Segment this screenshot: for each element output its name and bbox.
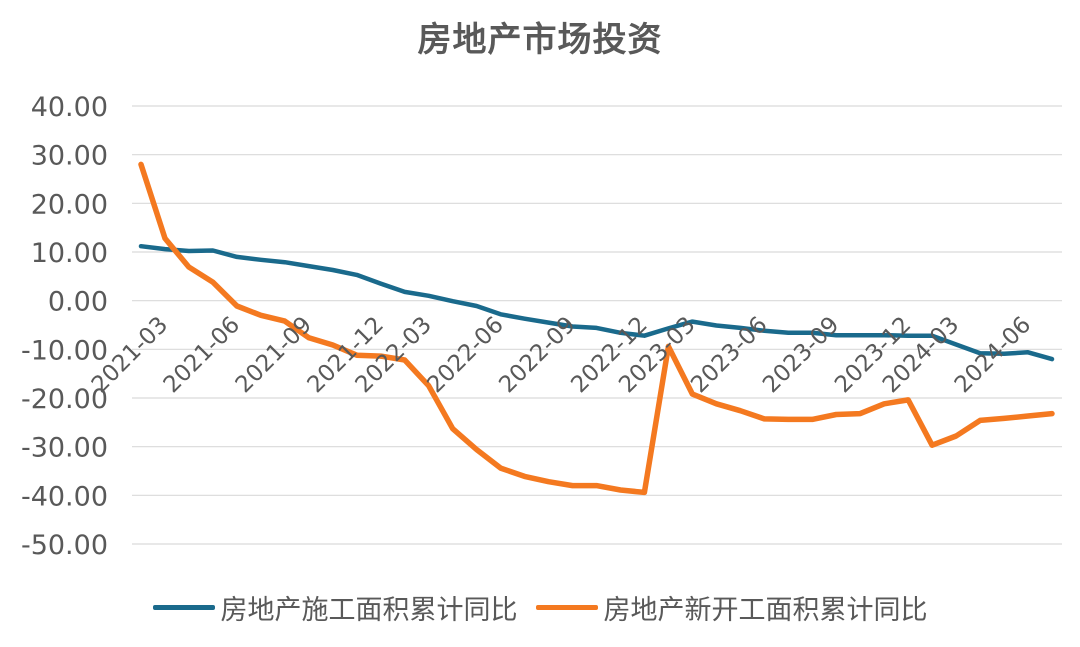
- chart-title: 房地产市场投资: [417, 20, 663, 60]
- y-tick-label: 0.00: [48, 287, 108, 318]
- y-tick-label: -40.00: [21, 481, 108, 512]
- y-tick-label: -20.00: [21, 384, 108, 415]
- x-tick-label: 2024-06: [950, 312, 1036, 398]
- y-tick-label: -50.00: [21, 530, 108, 561]
- y-tick-label: -10.00: [21, 335, 108, 366]
- legend-swatch-construction-area: [152, 605, 215, 610]
- x-axis-tick-labels: 2021-032021-062021-092021-122022-032022-…: [87, 312, 1036, 398]
- x-tick-label: 2022-06: [423, 312, 509, 398]
- y-tick-label: 30.00: [31, 141, 108, 172]
- legend-label-construction-area: 房地产施工面积累计同比: [220, 595, 518, 626]
- y-tick-label: 10.00: [31, 238, 108, 269]
- y-tick-label: 40.00: [31, 92, 108, 123]
- x-tick-label: 2023-09: [758, 312, 844, 398]
- y-axis-tick-labels: 40.00 30.00 20.00 10.00 0.00 -10.00 -20.00 -30.…: [21, 92, 108, 561]
- legend-swatch-new-start-area: [535, 605, 598, 610]
- x-tick-label: 2021-06: [159, 312, 245, 398]
- gridlines: [132, 105, 1062, 545]
- series-lines: [138, 161, 1055, 496]
- y-tick-label: -30.00: [21, 433, 108, 464]
- x-tick-label: 2021-09: [231, 312, 317, 398]
- series-line-0: [138, 243, 1055, 362]
- legend-item-construction-area[interactable]: 房地产施工面积累计同比: [152, 588, 518, 627]
- y-tick-label: 20.00: [31, 189, 108, 220]
- legend-label-new-start-area: 房地产新开工面积累计同比: [603, 595, 928, 626]
- legend-item-new-start-area[interactable]: 房地产新开工面积累计同比: [535, 588, 928, 627]
- x-tick-label: 2022-09: [494, 312, 580, 398]
- legend: 房地产施工面积累计同比 房地产新开工面积累计同比: [0, 588, 1080, 627]
- series-line-1: [138, 161, 1055, 496]
